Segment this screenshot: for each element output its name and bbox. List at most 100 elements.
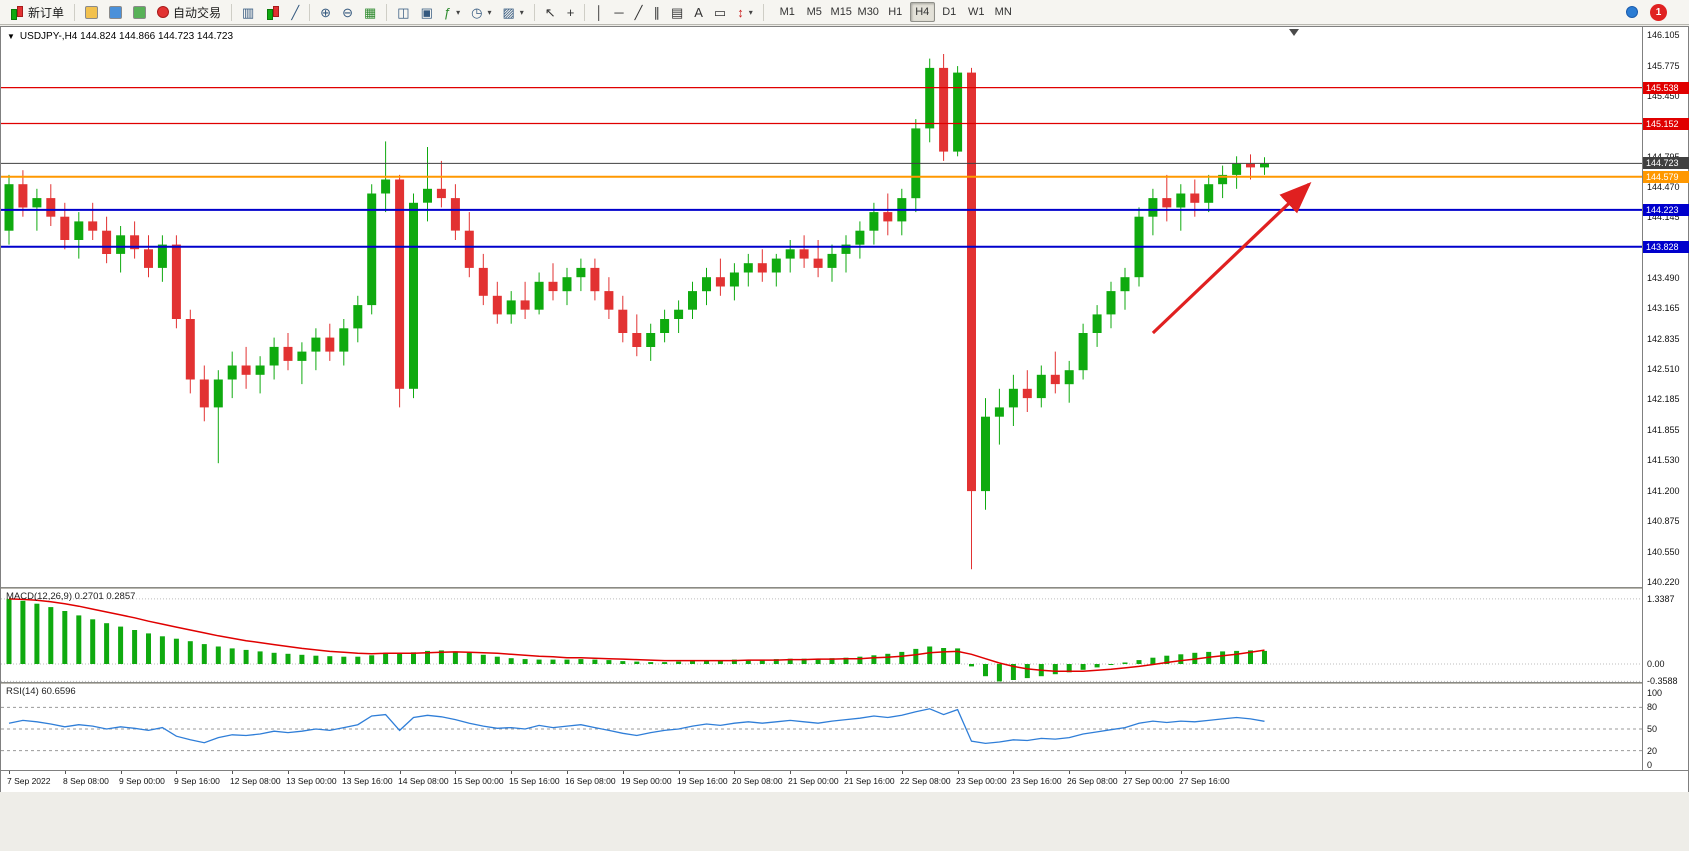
timeframe-M1[interactable]: M1 [775,2,800,22]
time-axis-label: 27 Sep 00:00 [1123,776,1174,786]
price-tag: 143.828 [1643,241,1689,253]
timeframe-toolbar: M1 M5 M15 M30 H1 H4 D1 W1 MN [775,2,1016,22]
time-axis-label: 9 Sep 00:00 [119,776,165,786]
toolbar-separator [762,3,764,21]
time-axis: 7 Sep 2022 8 Sep 08:00 9 Sep 00:00 9 Sep 16… [1,770,1688,792]
horizontal-line-button[interactable]: ─ [609,2,628,23]
price-axis-label: 141.200 [1647,486,1680,496]
trend-arrow-annotation[interactable] [1151,181,1312,335]
candlestick-chart-button[interactable] [260,2,285,23]
timeframe-D1[interactable]: D1 [937,2,962,22]
time-axis-tick [65,771,66,774]
time-axis-label: 13 Sep 00:00 [286,776,337,786]
charts-window-button[interactable] [104,2,127,23]
timeframe-M15[interactable]: M15 [829,2,854,22]
timeframe-MN[interactable]: MN [991,2,1016,22]
timeframe-M5[interactable]: M5 [802,2,827,22]
time-axis-tick [790,771,791,774]
time-axis-label: 15 Sep 16:00 [509,776,560,786]
price-axis-label: 140.875 [1647,516,1680,526]
time-axis-tick [455,771,456,774]
time-axis-label: 16 Sep 08:00 [565,776,616,786]
time-axis-tick [511,771,512,774]
trend-line-button[interactable]: ╱ [630,2,648,23]
data-window-button[interactable]: ▣ [416,2,438,23]
time-axis-label: 21 Sep 16:00 [844,776,895,786]
autotrading-label: 自动交易 [173,5,222,20]
price-axis-label: 145.450 [1647,91,1680,101]
time-axis-label: 20 Sep 08:00 [732,776,783,786]
price-axis-label: 141.855 [1647,425,1680,435]
chevron-down-icon: ▾ [456,7,461,17]
fibonacci-button[interactable]: ▤ [666,2,688,23]
time-axis-tick [400,771,401,774]
price-axis-label: 144.470 [1647,182,1680,192]
metaeditor-button[interactable] [80,2,103,23]
chart-shift-marker[interactable] [1289,29,1299,36]
main-toolbar: 新订单 自动交易 ▥ ╱ ⊕ ⊖ ▦ ◫ ▣ ƒ ▾ ◷ ▾ ▨ ▾ ↖ + │ ─ ╱ ∥ ▤ A ▭ ↕ ▾ M1 M5 M15 M3… [0,0,1689,25]
time-axis-tick [567,771,568,774]
time-axis-tick [679,771,680,774]
one-click-trading-toggle-icon[interactable]: ▼ [7,32,15,41]
charts-list-button[interactable]: ◫ [392,2,414,23]
templates-icon: ▨ [502,4,515,20]
horizontal-line-icon: ─ [614,4,624,20]
market-watch-button[interactable] [128,2,151,23]
cursor-button[interactable]: ↖ [540,2,561,23]
timeframe-H1[interactable]: H1 [883,2,908,22]
text-button[interactable]: A [689,2,708,23]
time-axis-label: 15 Sep 00:00 [453,776,504,786]
price-axis-label: 142.185 [1647,394,1680,404]
price-axis-label: 142.835 [1647,334,1680,344]
notifications-badge[interactable]: 1 [1650,3,1667,21]
templates-button[interactable]: ▨ ▾ [497,2,528,23]
toolbar-separator [74,3,76,21]
rsi-indicator-chart[interactable] [1,684,1642,770]
time-axis-tick [846,771,847,774]
candlestick-chart[interactable] [1,27,1642,587]
add-indicator-button[interactable]: ƒ ▾ [439,2,465,23]
time-axis-label: 9 Sep 16:00 [174,776,220,786]
time-axis-tick [232,771,233,774]
periods-button[interactable]: ◷ ▾ [466,2,496,23]
timeframe-W1[interactable]: W1 [964,2,989,22]
pane-splitter[interactable] [1,587,1642,589]
toolbar-separator [386,3,388,21]
zoom-in-button[interactable]: ⊕ [315,2,336,23]
charts-list-icon: ◫ [397,4,410,20]
vertical-line-button[interactable]: │ [590,2,608,23]
toolbar-separator [309,3,311,21]
equidistant-channel-button[interactable]: ∥ [648,2,665,23]
rsi-axis-label: 50 [1647,724,1658,734]
time-axis-tick [9,771,10,774]
text-label-button[interactable]: ▭ [709,2,731,23]
timeframe-H4[interactable]: H4 [909,2,935,22]
new-order-button[interactable]: 新订单 [4,2,69,23]
time-axis-label: 22 Sep 08:00 [900,776,951,786]
pane-splitter[interactable] [1,682,1642,684]
price-axis-label: 140.220 [1647,577,1680,587]
autotrading-button[interactable]: 自动交易 [152,2,226,23]
zoom-out-button[interactable]: ⊖ [337,2,358,23]
line-chart-button[interactable]: ╱ [286,2,304,23]
time-axis-label: 19 Sep 16:00 [677,776,728,786]
price-axis-label: 146.105 [1647,30,1680,40]
timeframe-M30[interactable]: M30 [856,2,881,22]
tile-windows-button[interactable]: ▦ [359,2,381,23]
autotrading-icon [157,6,170,18]
toolbar-separator [231,3,233,21]
bar-chart-icon: ▥ [242,4,255,20]
arrows-button[interactable]: ↕ ▾ [732,2,758,23]
text-label-icon: ▭ [713,4,727,20]
crosshair-button[interactable]: + [562,2,580,23]
time-axis-label: 23 Sep 00:00 [956,776,1007,786]
community-button[interactable] [1621,2,1643,23]
price-axis-label: 145.775 [1647,61,1680,71]
macd-indicator-chart[interactable] [1,589,1642,682]
tile-windows-icon: ▦ [363,4,377,20]
price-axis-label: 141.530 [1647,455,1680,465]
bar-chart-button[interactable]: ▥ [237,2,259,23]
time-axis-tick [958,771,959,774]
macd-axis-label: 0.00 [1647,659,1665,669]
